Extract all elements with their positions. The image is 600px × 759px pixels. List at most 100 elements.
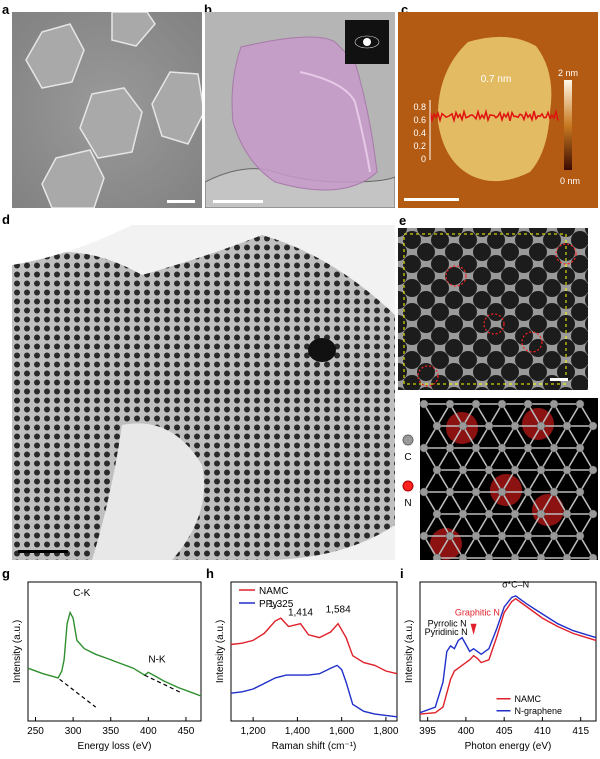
c-c-bond [488,491,503,515]
plot-frame [27,581,202,722]
c-c-bond [514,447,529,471]
c-c-bond [475,535,490,559]
carbon-atom [445,531,455,541]
carbon-atom [497,443,507,453]
c-c-bond [527,447,542,471]
c-c-bond [488,513,503,537]
peak-annotation: Pyridinic N [425,627,468,637]
zoom-image-panel [398,228,588,390]
carbon-atom [549,399,559,409]
stem-image-panel [12,225,395,560]
edge-label-nk: N-K [148,655,166,666]
c-c-bond [501,425,516,449]
svg-text:0: 0 [421,154,426,164]
carbon-atom [536,465,546,475]
c-c-bond [579,513,594,537]
carbon-atom [510,509,520,519]
peak-label: 1,584 [326,605,351,616]
x-tick-label: 1,600 [329,726,354,737]
carbon-atom [471,399,481,409]
svg-text:0.2: 0.2 [413,141,426,151]
tem-image-panel [205,12,395,208]
afm-image-panel: 0.7 nm 0.8 0.6 0.4 0.2 0 2 nm 0 nm [398,12,598,208]
panel-label-e: e [399,213,407,228]
c-c-bond [436,447,451,471]
c-c-bond [527,513,542,537]
peak-annotation: Pyrrolic N [428,618,467,628]
sem-image-panel [12,12,202,208]
carbon-atom [523,443,533,453]
sem-image [12,12,202,208]
carbon-atom [562,553,572,560]
panel-label-d: d [2,212,10,227]
c-c-bond [423,403,438,427]
c-c-bond [449,535,464,559]
c-c-bond [527,469,542,493]
c-c-bond [579,535,594,559]
c-c-bond [501,513,516,537]
peak-annotation: Graphitic N [455,607,500,617]
carbon-atom [575,443,585,453]
c-c-bond [579,403,594,427]
carbon-atom [484,553,494,560]
carbon-atom [549,531,559,541]
c-c-bond [566,491,581,515]
scale-bar [167,200,195,203]
carbon-atom [458,421,468,431]
panel-label-a: a [2,2,10,17]
carbon-atom [432,421,442,431]
c-c-bond [436,535,451,559]
background-fit-nk [144,674,183,694]
c-c-bond [553,491,568,515]
carbon-atom [497,487,507,497]
c-c-bond [501,447,516,471]
carbon-atom [575,487,585,497]
c-c-bond [449,447,464,471]
peak-label: 1,325 [268,599,293,610]
eels-chart: 250 300 350 400 450 Energy loss (eV) Intensity… [12,581,202,752]
c-c-bond [462,447,477,471]
c-c-bond [449,469,464,493]
c-c-bond [514,403,529,427]
series-line-spectrum [27,610,202,697]
carbon-atom [536,553,546,560]
carbon-atom [497,399,507,409]
series-line-namc [230,617,398,675]
c-c-bond [540,513,555,537]
panel-label-c: c [401,2,409,17]
carbon-atom [419,399,429,409]
c-c-bond [514,513,529,537]
carbon-atom [471,531,481,541]
carbon-atom [471,487,481,497]
c-c-bond [475,513,490,537]
legend-c-label: C [404,452,411,463]
carbon-atom [588,553,598,560]
carbon-atom [510,553,520,560]
c-c-bond [449,513,464,537]
carbon-atom [523,399,533,409]
x-axis-label: Energy loss (eV) [78,741,152,752]
carbon-atom [588,509,598,519]
scale-bar [550,378,568,381]
afm-image: 0.7 nm 0.8 0.6 0.4 0.2 0 2 nm 0 nm [398,12,598,208]
raman-chart: 1,200 1,400 1,600 1,800 Raman shift (cm⁻¹) In… [215,581,399,752]
svg-text:0.8: 0.8 [413,102,426,112]
c-c-bond [475,447,490,471]
c-c-bond [553,513,568,537]
carbon-atom [575,531,585,541]
carbon-atom [445,399,455,409]
c-c-bond [488,425,503,449]
scale-bar [18,550,68,553]
series-line-n-graphene [419,595,597,714]
legend-label-ppy: PPy [259,599,277,610]
scale-bar [404,198,459,201]
c-c-bond [527,491,542,515]
c-c-bond [527,425,542,449]
c-c-bond [488,469,503,493]
atomic-model: C N [402,398,598,560]
x-tick-label: 250 [27,726,44,737]
c-c-bond [449,403,464,427]
c-c-bond [475,425,490,449]
x-axis-label: Raman shift (cm⁻¹) [272,741,357,752]
carbon-atom [419,443,429,453]
